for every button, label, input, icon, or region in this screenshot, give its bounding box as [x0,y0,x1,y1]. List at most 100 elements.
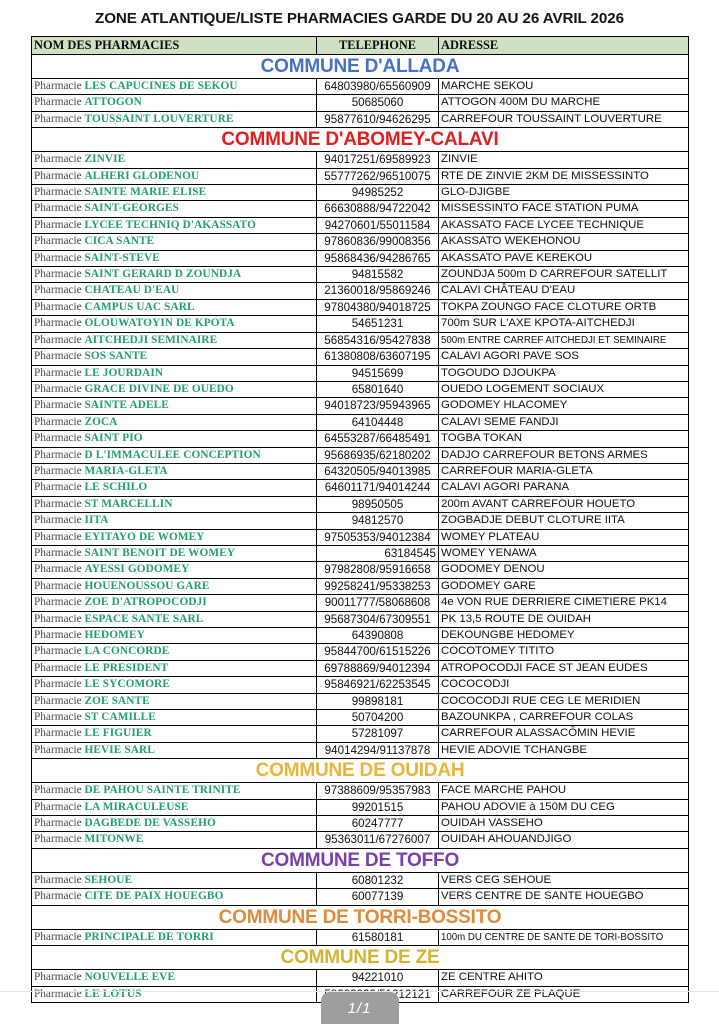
cell-pharmacy-name: Pharmacie ZOE SANTE [31,692,317,711]
cell-pharmacy-name: Pharmacie ST CAMILLE [31,709,317,727]
cell-telephone: 97804380/94018725 [316,298,439,317]
cell-address: TOKPA ZOUNGO FACE CLOTURE ORTB [438,298,689,317]
cell-address: TOGBA TOKAN [438,430,689,448]
pharmacy-name-text: LYCEE TECHNIQ D'AKASSATO [84,218,257,231]
cell-pharmacy-name: Pharmacie SAINT-STEVE [31,249,317,268]
table-row: Pharmacie LE SCHILO 64601171/94014244 CALA… [31,479,689,497]
cell-address: ATROPOCODJI FACE ST JEAN EUDES [438,659,689,678]
pharmacy-prefix-label: Pharmacie [34,153,82,166]
cell-address: COCOCODJI [438,676,689,694]
cell-telephone: 64553287/66485491 [316,430,439,448]
cell-telephone: 94014294/91137878 [316,741,439,760]
pharmacy-prefix-label: Pharmacie [34,661,82,674]
cell-telephone: 94270601/55011584 [316,216,439,235]
cell-telephone: 98950505 [316,495,439,514]
pharmacy-name-text: SAINT-GEORGES [84,202,179,215]
cell-address: OUIDAH VASSEHO [438,815,689,833]
table-row: Pharmacie PRINCIPALE DE TORRI 61580181 100… [31,928,689,947]
pharmacy-name-text: HEDOMEY [84,629,145,641]
cell-pharmacy-name: Pharmacie DE PAHOU SAINTE TRINITE [31,782,317,800]
cell-telephone: 94515699 [316,364,439,382]
pharmacy-name-text: CITE DE PAIX HOUEGBO [84,890,224,903]
table-row: Pharmacie HEVIE SARL 94014294/91137878 HEV… [31,741,689,760]
table-row: Pharmacie LES CAPUCINES DE SEKOU 64803980… [31,77,689,96]
pharmacy-name-text: SAINT-STEVE [84,251,160,264]
pharmacy-prefix-label: Pharmacie [34,833,82,846]
pharmacy-name-text: DE PAHOU SAINTE TRINITE [84,784,241,797]
cell-telephone: 64803980/65560909 [316,77,439,96]
cell-pharmacy-name: Pharmacie LE SYCOMORE [31,676,317,694]
table-row: Pharmacie LE PRESIDENT 69788869/94012394 A… [31,659,689,678]
page-indicator[interactable]: 1/1 [320,992,399,1024]
pharmacy-prefix-label: Pharmacie [34,579,82,592]
table-row: Pharmacie SAINT BENOIT DE WOMEY 63184545 W… [31,544,689,563]
table-row: Pharmacie SAINT-STEVE 95868436/94286765 AK… [31,249,689,268]
cell-address: ATTOGON 400M DU MARCHE [438,94,689,112]
cell-pharmacy-name: Pharmacie ZOCA [31,413,317,432]
cell-pharmacy-name: Pharmacie NOUVELLE EVE [31,969,317,987]
cell-address: ZOUNDJA 500m D CARREFOUR SATELLIT [438,266,689,284]
pharmacy-name-text: AITCHEDJI SEMINAIRE [84,333,218,346]
commune-header-row: COMMUNE DE TORRI-BOSSITO [31,904,689,930]
pharmacy-prefix-label: Pharmacie [34,930,82,943]
cell-pharmacy-name: Pharmacie OLOUWATOYIN DE KPOTA [31,315,317,333]
cell-telephone: 94221010 [316,969,439,987]
cell-pharmacy-name: Pharmacie DAGBEDE DE VASSEHO [31,815,317,833]
pharmacy-name-text: CICA SANTE [84,235,155,248]
cell-pharmacy-name: Pharmacie ZINVIE [31,151,317,169]
table-row: Pharmacie NOUVELLE EVE 94221010 ZE CENTRE … [31,969,689,987]
cell-telephone: 60247777 [316,815,439,833]
cell-address: AKASSATO FACE LYCEE TECHNIQUE [438,216,689,235]
cell-address: FACE MARCHE PAHOU [438,782,689,800]
pharmacy-name-text: CAMPUS UAC SARL [84,300,195,313]
cell-pharmacy-name: Pharmacie LE LOTUS [31,985,317,1003]
pharmacy-prefix-label: Pharmacie [34,350,82,363]
cell-address: AKASSATO PAVE KEREKOU [438,249,689,268]
cell-address: CALAVI CHÂTEAU D'EAU [438,282,689,300]
column-header-address: ADRESSE [438,36,689,55]
pharmacy-name-text: LA MIRACULEUSE [84,800,189,813]
commune-title: COMMUNE DE ZE [31,945,689,971]
cell-address: ZINVIE [438,151,689,169]
cell-telephone: 94018723/95943965 [316,397,439,415]
cell-telephone: 99898181 [316,692,439,711]
cell-telephone: 60077139 [316,888,439,906]
pharmacy-name-text: LE JOURDAIN [84,366,164,379]
commune-title: COMMUNE DE TORRI-BOSSITO [31,904,689,930]
cell-address: MARCHE SEKOU [438,77,689,96]
cell-telephone: 60801232 [316,871,439,890]
cell-telephone: 50685060 [316,94,439,112]
pharmacy-prefix-label: Pharmacie [34,694,82,707]
table-row: Pharmacie D L'IMMACULEE CONCEPTION 956869… [31,446,689,464]
cell-address: CARREFOUR TOUSSAINT LOUVERTURE [438,110,689,129]
cell-address: CALAVI AGORI PARANA [438,479,689,497]
commune-header-row: COMMUNE DE ZE [31,945,689,971]
cell-address: PAHOU ADOVIE à 150M DU CEG [438,798,689,817]
cell-address: PK 13,5 ROUTE DE OUIDAH [438,610,689,629]
cell-pharmacy-name: Pharmacie CITE DE PAIX HOUEGBO [31,888,317,906]
pharmacy-prefix-label: Pharmacie [34,300,82,313]
cell-telephone: 99201515 [316,798,439,817]
commune-title: COMMUNE DE OUIDAH [31,758,689,784]
cell-pharmacy-name: Pharmacie IITA [31,512,317,530]
table-row: Pharmacie SEHOUE 60801232 VERS CEG SEHOUE [31,871,689,890]
cell-address: 4e VON RUE DERRIERE CIMETIERE PK14 [438,594,689,612]
pharmacy-prefix-label: Pharmacie [34,432,82,445]
pharmacy-prefix-label: Pharmacie [34,382,82,395]
cell-address: MISSESSINTO FACE STATION PUMA [438,200,689,218]
pharmacy-name-text: LE LOTUS [84,987,142,1000]
cell-address: 700m SUR L'AXE KPOTA-AITCHEDJI [438,315,689,333]
table-row: Pharmacie SAINT-GEORGES 66630888/94722042… [31,200,689,218]
pharmacy-prefix-label: Pharmacie [34,251,82,264]
pharmacy-name-text: PRINCIPALE DE TORRI [84,930,214,943]
pharmacy-prefix-label: Pharmacie [34,890,82,903]
pharmacy-prefix-label: Pharmacie [34,629,82,641]
cell-address: OUIDAH AHOUANDJIGO [438,831,689,849]
pharmacy-prefix-label: Pharmacie [34,366,82,379]
table-row: Pharmacie TOUSSAINT LOUVERTURE 95877610/9… [31,110,689,129]
pharmacy-name-text: SAINT PIO [84,432,143,445]
commune-header-row: COMMUNE DE TOFFO [31,847,689,873]
pharmacy-name-text: ATTOGON [84,96,142,109]
cell-pharmacy-name: Pharmacie HOUENOUSSOU GARE [31,577,317,596]
